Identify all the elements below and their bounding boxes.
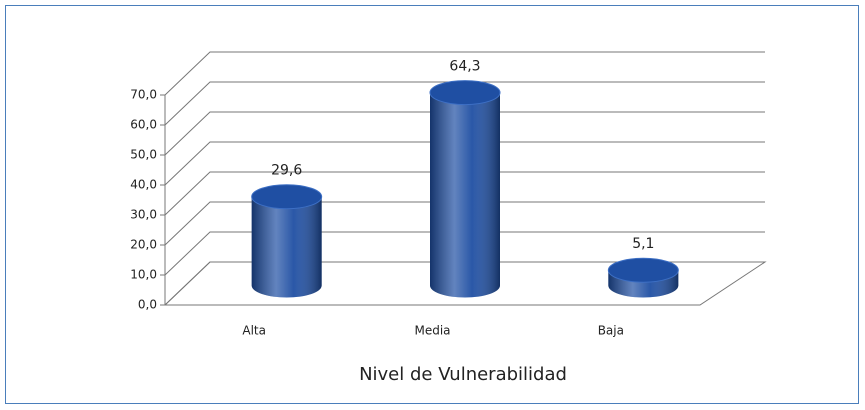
y-tick-label: 70,0: [130, 88, 157, 102]
bar-top: [607, 257, 679, 283]
frame: [5, 5, 859, 404]
grid-line: [164, 111, 765, 156]
bar-top: [429, 80, 501, 106]
bar-top: [251, 184, 323, 210]
x-tick-label: Media: [414, 324, 450, 338]
y-tick-label: 50,0: [130, 148, 157, 162]
y-tick-label: 40,0: [130, 178, 157, 192]
grid-line: [164, 231, 765, 276]
grid-line: [164, 201, 765, 246]
y-tick-label: 10,0: [130, 268, 157, 282]
grid-line: [164, 141, 765, 186]
y-tick-label: 60,0: [130, 118, 157, 132]
x-tick-label: Alta: [242, 324, 266, 338]
y-tick-label: 30,0: [130, 208, 157, 222]
grid-line: [164, 171, 765, 216]
bar-shade: [251, 196, 322, 298]
x-axis-title: Nivel de Vulnerabilidad: [359, 364, 567, 385]
grid-line: [164, 51, 765, 96]
data-label: 29,6: [271, 163, 302, 179]
data-label: 5,1: [632, 236, 654, 252]
y-tick-label: 20,0: [130, 238, 157, 252]
x-tick-label: Baja: [598, 324, 624, 338]
y-tick-label: 0,0: [138, 298, 157, 312]
bar-shade: [608, 270, 679, 298]
bar-shade: [430, 92, 500, 298]
grid-line: [164, 81, 765, 126]
grid-line: [164, 261, 765, 306]
data-label: 64,3: [449, 59, 480, 75]
